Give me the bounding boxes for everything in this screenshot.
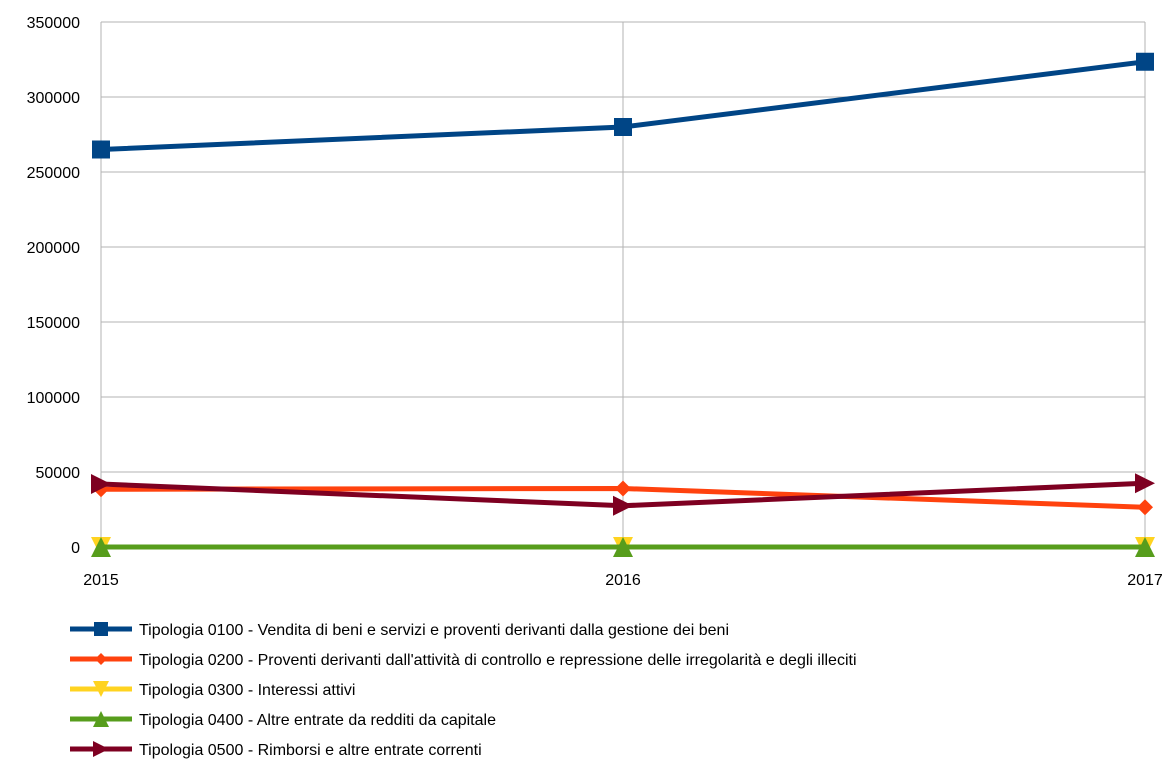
x-tick-label: 2016 (605, 572, 641, 589)
legend-label: Tipologia 0400 - Altre entrate da reddit… (139, 712, 496, 729)
legend-entry: Tipologia 0200 - Proventi derivanti dall… (70, 652, 857, 669)
legend-swatch-marker (93, 741, 109, 757)
y-tick-label: 150000 (27, 315, 80, 332)
data-point (615, 480, 631, 497)
x-tick-label: 2017 (1127, 572, 1163, 589)
legend-entry: Tipologia 0300 - Interessi attivi (70, 681, 355, 699)
data-point (1135, 537, 1155, 557)
legend: Tipologia 0100 - Vendita di beni e servi… (70, 622, 857, 759)
y-tick-label: 350000 (27, 15, 80, 32)
data-point (91, 537, 111, 557)
data-point (92, 140, 110, 159)
y-tick-label: 300000 (27, 90, 80, 107)
data-point (613, 495, 633, 516)
data-point (1137, 499, 1153, 516)
data-point (613, 537, 633, 557)
legend-label: Tipologia 0500 - Rimborsi e altre entrat… (139, 742, 482, 759)
legend-label: Tipologia 0100 - Vendita di beni e servi… (139, 622, 729, 639)
legend-entry: Tipologia 0500 - Rimborsi e altre entrat… (70, 741, 482, 759)
legend-swatch-marker (93, 711, 109, 727)
x-tick-label: 2015 (83, 572, 119, 589)
legend-label: Tipologia 0300 - Interessi attivi (139, 682, 355, 699)
grid-layer (100, 21, 1146, 548)
y-tick-label: 200000 (27, 240, 80, 257)
data-point (91, 474, 111, 494)
y-tick-label: 250000 (27, 165, 80, 182)
series-4 (91, 537, 1155, 557)
y-axis-ticks: 0 50000 100000 150000 200000 250000 300000 3500… (27, 15, 80, 557)
series-layer (91, 52, 1155, 557)
series-5 (91, 473, 1155, 516)
series-1 (92, 52, 1154, 159)
legend-swatch-marker (93, 681, 109, 697)
data-point (1136, 52, 1154, 71)
legend-entry: Tipologia 0100 - Vendita di beni e servi… (70, 622, 729, 639)
legend-entry: Tipologia 0400 - Altre entrate da reddit… (70, 711, 496, 729)
y-tick-label: 0 (71, 540, 80, 557)
y-tick-label: 100000 (27, 390, 80, 407)
data-point (614, 118, 632, 136)
legend-swatch-marker (94, 622, 108, 636)
data-point (1135, 473, 1155, 494)
legend-swatch-marker (95, 653, 107, 665)
legend-label: Tipologia 0200 - Proventi derivanti dall… (139, 652, 857, 669)
y-tick-label: 50000 (36, 465, 81, 482)
x-axis-ticks: 2015 2016 2017 (83, 572, 1163, 589)
